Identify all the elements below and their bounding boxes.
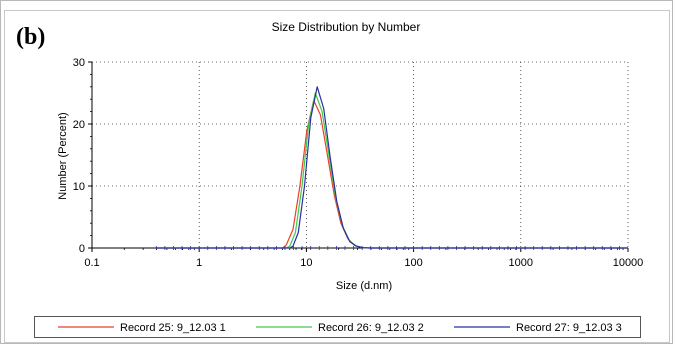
grid-lines bbox=[92, 61, 629, 248]
chart-frame bbox=[4, 10, 670, 343]
legend-box bbox=[34, 316, 641, 338]
x-tick-label: 10000 bbox=[613, 257, 644, 269]
panel-label: (b) bbox=[16, 24, 45, 50]
x-axis-label: Size (d.nm) bbox=[336, 280, 392, 292]
chart-title: Size Distribution by Number bbox=[272, 20, 421, 34]
y-tick-label: 30 bbox=[73, 57, 85, 69]
x-tick-label: 10 bbox=[300, 257, 312, 269]
legend-label-3: Record 27: 9_12.03 3 bbox=[516, 322, 622, 334]
y-tick-label: 10 bbox=[73, 181, 85, 193]
y-tick-label: 20 bbox=[73, 119, 85, 131]
y-axis-label: Number (Percent) bbox=[57, 112, 69, 199]
x-tick-label: 0.1 bbox=[84, 257, 99, 269]
series-lines bbox=[155, 86, 628, 250]
legend-label-2: Record 26: 9_12.03 2 bbox=[318, 322, 424, 334]
x-tick-label: 1000 bbox=[509, 257, 533, 269]
x-tick-label: 1 bbox=[196, 257, 202, 269]
legend-items: Record 25: 9_12.03 1 Record 26: 9_12.03 2… bbox=[58, 322, 622, 334]
y-axis-ticks: 0 10 20 30 bbox=[73, 57, 92, 255]
y-tick-label: 0 bbox=[79, 243, 85, 255]
legend-label-1: Record 25: 9_12.03 1 bbox=[120, 322, 226, 334]
series-line-3 bbox=[156, 86, 628, 249]
legend: Record 25: 9_12.03 1 Record 26: 9_12.03 2… bbox=[34, 316, 641, 338]
x-tick-label: 100 bbox=[404, 257, 422, 269]
x-axis-ticks: 0.1 1 10 100 1000 10000 bbox=[84, 248, 643, 269]
